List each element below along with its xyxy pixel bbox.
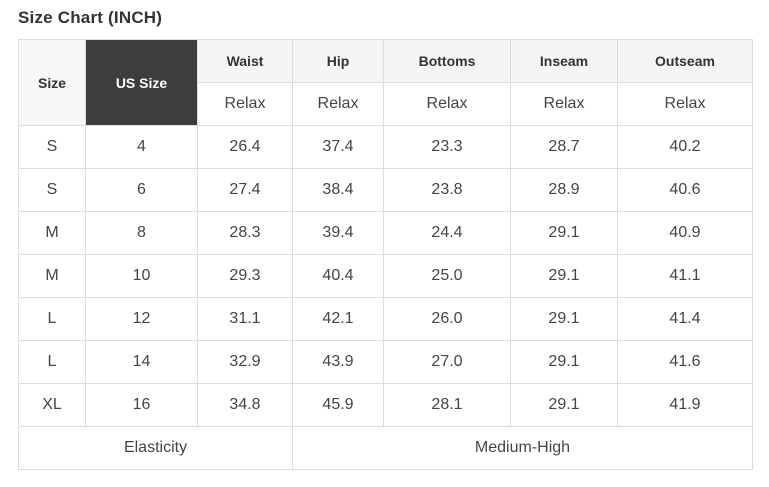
- outseam-cell: 41.6: [617, 340, 753, 384]
- inseam-cell: 29.1: [510, 340, 618, 384]
- waist-cell: 34.8: [197, 383, 293, 427]
- table-row: M 10 29.3 40.4 25.0 29.1 41.1: [18, 254, 753, 298]
- waist-cell: 32.9: [197, 340, 293, 384]
- inseam-cell: 28.9: [510, 168, 618, 212]
- header-waist-cell: Waist: [197, 39, 293, 83]
- fit-inseam-cell: Relax: [510, 82, 618, 126]
- hip-cell: 42.1: [292, 297, 384, 341]
- fit-hip-cell: Relax: [292, 82, 384, 126]
- us-size-cell: 6: [85, 168, 198, 212]
- hip-cell: 39.4: [292, 211, 384, 255]
- inseam-cell: 29.1: [510, 211, 618, 255]
- bottoms-cell: 24.4: [383, 211, 511, 255]
- outseam-cell: 40.2: [617, 125, 753, 169]
- us-size-cell: 4: [85, 125, 198, 169]
- outseam-cell: 40.6: [617, 168, 753, 212]
- size-chart-section: Size Chart (INCH) Size US Size Waist Hip…: [18, 8, 753, 470]
- waist-cell: 29.3: [197, 254, 293, 298]
- header-row-fit: Relax Relax Relax Relax Relax: [19, 82, 753, 126]
- outseam-cell: 41.1: [617, 254, 753, 298]
- bottoms-cell: 23.8: [383, 168, 511, 212]
- inseam-cell: 29.1: [510, 383, 618, 427]
- header-inseam-cell: Inseam: [510, 39, 618, 83]
- waist-cell: 31.1: [197, 297, 293, 341]
- bottoms-cell: 26.0: [383, 297, 511, 341]
- size-cell: L: [18, 340, 86, 384]
- header-size-cell: Size: [18, 39, 86, 126]
- us-size-cell: 10: [85, 254, 198, 298]
- footer-row: Elasticity Medium-High: [18, 426, 753, 470]
- size-chart-table: Size US Size Waist Hip Bottoms Inseam Ou…: [18, 39, 753, 470]
- waist-cell: 28.3: [197, 211, 293, 255]
- hip-cell: 45.9: [292, 383, 384, 427]
- elasticity-label-cell: Elasticity: [18, 426, 293, 470]
- bottoms-cell: 25.0: [383, 254, 511, 298]
- header-hip-cell: Hip: [292, 39, 384, 83]
- page-title: Size Chart (INCH): [18, 8, 163, 27]
- us-size-cell: 12: [85, 297, 198, 341]
- bottoms-cell: 23.3: [383, 125, 511, 169]
- outseam-cell: 41.9: [617, 383, 753, 427]
- table-row: L 14 32.9 43.9 27.0 29.1 41.6: [18, 340, 753, 384]
- bottoms-cell: 27.0: [383, 340, 511, 384]
- outseam-cell: 40.9: [617, 211, 753, 255]
- size-cell: S: [18, 168, 86, 212]
- bottoms-cell: 28.1: [383, 383, 511, 427]
- table-row: S 4 26.4 37.4 23.3 28.7 40.2: [18, 125, 753, 169]
- inseam-cell: 28.7: [510, 125, 618, 169]
- size-cell: L: [18, 297, 86, 341]
- size-cell: S: [18, 125, 86, 169]
- header-outseam-cell: Outseam: [617, 39, 753, 83]
- table-row: M 8 28.3 39.4 24.4 29.1 40.9: [18, 211, 753, 255]
- hip-cell: 43.9: [292, 340, 384, 384]
- header-bottoms-cell: Bottoms: [383, 39, 511, 83]
- us-size-cell: 8: [85, 211, 198, 255]
- hip-cell: 40.4: [292, 254, 384, 298]
- size-cell: XL: [18, 383, 86, 427]
- table-row: L 12 31.1 42.1 26.0 29.1 41.4: [18, 297, 753, 341]
- size-cell: M: [18, 254, 86, 298]
- table-row: S 6 27.4 38.4 23.8 28.9 40.6: [18, 168, 753, 212]
- waist-cell: 26.4: [197, 125, 293, 169]
- fit-waist-cell: Relax: [197, 82, 293, 126]
- size-cell: M: [18, 211, 86, 255]
- inseam-cell: 29.1: [510, 254, 618, 298]
- inseam-cell: 29.1: [510, 297, 618, 341]
- us-size-cell: 16: [85, 383, 198, 427]
- fit-bottoms-cell: Relax: [383, 82, 511, 126]
- us-size-cell: 14: [85, 340, 198, 384]
- outseam-cell: 41.4: [617, 297, 753, 341]
- waist-cell: 27.4: [197, 168, 293, 212]
- hip-cell: 38.4: [292, 168, 384, 212]
- header-row-labels: Size US Size Waist Hip Bottoms Inseam Ou…: [18, 39, 753, 126]
- header-us-size-cell: US Size: [85, 39, 198, 126]
- table-row: XL 16 34.8 45.9 28.1 29.1 41.9: [18, 383, 753, 427]
- hip-cell: 37.4: [292, 125, 384, 169]
- elasticity-value-cell: Medium-High: [292, 426, 753, 470]
- fit-outseam-cell: Relax: [617, 82, 753, 126]
